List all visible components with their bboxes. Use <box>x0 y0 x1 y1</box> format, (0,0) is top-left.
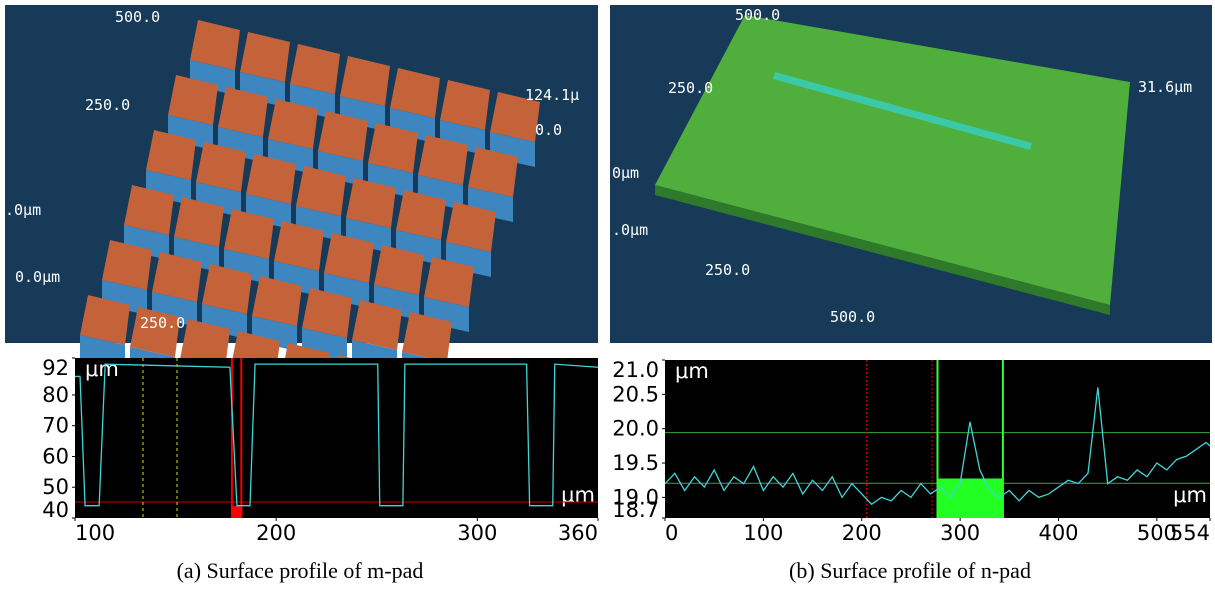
y-tick-label: 60 <box>42 444 69 468</box>
y-tick-label: 70 <box>42 414 69 438</box>
pad-top <box>152 252 202 302</box>
render-label: 0.0 <box>535 121 562 139</box>
cursor-region <box>231 506 242 518</box>
render-label: 500.0 <box>115 8 160 26</box>
y-tick-label: 21.0 <box>612 358 659 382</box>
render-label: 124.1μ <box>525 86 579 104</box>
pad-top <box>130 307 180 357</box>
render-label: 0μm <box>612 164 639 182</box>
render-label: 250.0 <box>85 96 130 114</box>
y-tick-label: 19.0 <box>612 485 659 509</box>
profile-line <box>75 363 599 507</box>
y-tick-label: 40 <box>42 498 69 522</box>
pad-top <box>124 185 174 235</box>
pad-top <box>268 99 318 149</box>
x-tick-label: 0 <box>665 521 678 545</box>
render-label: .0μm <box>612 221 648 239</box>
render-label: 500.0 <box>830 308 875 326</box>
render-label: .0μm <box>5 201 41 219</box>
x-tick-label: 360 <box>558 521 598 545</box>
pad-top <box>402 312 452 362</box>
pad-top <box>490 92 540 142</box>
x-tick-label: 200 <box>842 521 882 545</box>
pad-top <box>368 123 418 173</box>
n-pad-render <box>655 15 1130 315</box>
pad-top <box>296 166 346 216</box>
x-tick-label: 200 <box>256 521 296 545</box>
pad-top <box>180 319 230 369</box>
pad-top <box>446 202 496 252</box>
pad-top <box>102 240 152 290</box>
x-tick-label: 554 <box>1170 521 1210 545</box>
pad-top <box>146 130 196 180</box>
y-tick-label: 20.0 <box>612 417 659 441</box>
render-label: 250.0 <box>705 261 750 279</box>
pad-top <box>374 245 424 295</box>
y-tick-label: 92 <box>42 356 69 380</box>
pad-top <box>240 32 290 82</box>
x-tick-label: 300 <box>940 521 980 545</box>
y-tick-label: 20.5 <box>612 382 659 406</box>
pad-top <box>424 257 474 307</box>
profile-line <box>664 387 1211 506</box>
pad-top <box>440 80 490 130</box>
caption: (a) Surface profile of m-pad <box>177 558 424 583</box>
y-tick-label: 80 <box>42 383 69 407</box>
x-tick-label: 500 <box>1137 521 1177 545</box>
pad-top <box>224 209 274 259</box>
pad-top <box>190 20 240 70</box>
x-axis-label: μm <box>1173 483 1207 507</box>
y-tick-label: 18.7 <box>612 498 659 522</box>
render-label: 250.0 <box>140 314 185 332</box>
x-tick-label: 300 <box>457 521 497 545</box>
pad-top <box>390 68 440 118</box>
pad-top <box>396 190 446 240</box>
pad-top <box>302 288 352 338</box>
pad-top <box>346 178 396 228</box>
pad-top <box>468 147 518 197</box>
pad-top <box>318 111 368 161</box>
x-tick-label: 400 <box>1038 521 1078 545</box>
pad-top <box>246 154 296 204</box>
render-label: 250.0 <box>668 79 713 97</box>
pad-top <box>340 56 390 106</box>
pad-top <box>274 221 324 271</box>
pad-top <box>202 264 252 314</box>
x-tick-label: 100 <box>75 521 115 545</box>
pad-top <box>80 295 130 345</box>
pad-top <box>352 300 402 350</box>
render-label: 0.0μm <box>15 268 60 286</box>
y-tick-label: 50 <box>42 475 69 499</box>
pad-top <box>168 75 218 125</box>
x-axis-label: μm <box>561 483 595 507</box>
pad-top <box>290 44 340 94</box>
pad-top <box>174 197 224 247</box>
cursor-region <box>937 478 1003 518</box>
pad-top <box>252 276 302 326</box>
pad-top <box>418 135 468 185</box>
pad-top <box>218 87 268 137</box>
pad-top <box>196 142 246 192</box>
y-axis-label: μm <box>85 357 119 381</box>
plot-a-bg <box>75 358 598 518</box>
render-label: 500.0 <box>735 6 780 24</box>
y-tick-label: 19.5 <box>612 451 659 475</box>
pad-top <box>324 233 374 283</box>
x-tick-label: 100 <box>743 521 783 545</box>
render-label: 31.6μm <box>1138 78 1192 96</box>
y-axis-label: μm <box>675 359 709 383</box>
caption: (b) Surface profile of n-pad <box>789 558 1031 583</box>
